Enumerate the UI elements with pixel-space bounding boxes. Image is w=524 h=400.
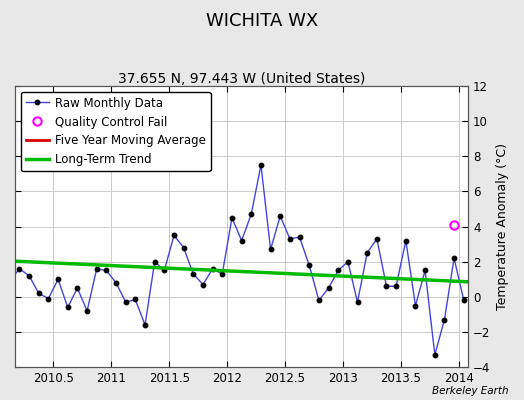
Raw Monthly Data: [316, 298, 322, 303]
Raw Monthly Data: [432, 352, 438, 357]
Raw Monthly Data: [451, 256, 457, 260]
Raw Monthly Data: [0, 245, 3, 250]
Raw Monthly Data: [161, 268, 168, 273]
Raw Monthly Data: [94, 266, 100, 271]
Raw Monthly Data: [325, 286, 332, 290]
Raw Monthly Data: [26, 273, 32, 278]
Raw Monthly Data: [219, 272, 225, 276]
Raw Monthly Data: [335, 268, 341, 273]
Raw Monthly Data: [267, 247, 274, 252]
Raw Monthly Data: [354, 300, 361, 304]
Raw Monthly Data: [277, 214, 283, 218]
Raw Monthly Data: [364, 250, 370, 255]
Raw Monthly Data: [16, 266, 23, 271]
Raw Monthly Data: [229, 215, 235, 220]
Raw Monthly Data: [384, 284, 390, 289]
Raw Monthly Data: [248, 212, 254, 217]
Raw Monthly Data: [64, 305, 71, 310]
Raw Monthly Data: [393, 284, 399, 289]
Legend: Raw Monthly Data, Quality Control Fail, Five Year Moving Average, Long-Term Tren: Raw Monthly Data, Quality Control Fail, …: [21, 92, 211, 171]
Raw Monthly Data: [113, 280, 119, 285]
Raw Monthly Data: [84, 308, 90, 313]
Title: 37.655 N, 97.443 W (United States): 37.655 N, 97.443 W (United States): [118, 72, 365, 86]
Raw Monthly Data: [190, 272, 196, 276]
Raw Monthly Data: [403, 238, 409, 243]
Raw Monthly Data: [210, 266, 216, 271]
Raw Monthly Data: [258, 163, 264, 168]
Raw Monthly Data: [422, 268, 428, 273]
Raw Monthly Data: [412, 303, 419, 308]
Line: Raw Monthly Data: Raw Monthly Data: [0, 163, 466, 357]
Raw Monthly Data: [461, 298, 467, 303]
Raw Monthly Data: [103, 268, 110, 273]
Raw Monthly Data: [180, 245, 187, 250]
Raw Monthly Data: [45, 296, 51, 301]
Raw Monthly Data: [287, 236, 293, 241]
Raw Monthly Data: [36, 291, 42, 296]
Raw Monthly Data: [306, 263, 312, 268]
Text: WICHITA WX: WICHITA WX: [206, 12, 318, 30]
Raw Monthly Data: [7, 279, 13, 284]
Raw Monthly Data: [441, 317, 447, 322]
Raw Monthly Data: [132, 297, 138, 302]
Raw Monthly Data: [171, 233, 177, 238]
Raw Monthly Data: [55, 277, 61, 282]
Raw Monthly Data: [374, 236, 380, 241]
Raw Monthly Data: [200, 282, 206, 287]
Y-axis label: Temperature Anomaly (°C): Temperature Anomaly (°C): [496, 143, 509, 310]
Text: Berkeley Earth: Berkeley Earth: [432, 386, 508, 396]
Raw Monthly Data: [142, 322, 148, 327]
Raw Monthly Data: [297, 235, 303, 240]
Raw Monthly Data: [123, 300, 129, 304]
Raw Monthly Data: [151, 259, 158, 264]
Raw Monthly Data: [345, 259, 351, 264]
Raw Monthly Data: [238, 238, 245, 243]
Raw Monthly Data: [74, 286, 81, 290]
